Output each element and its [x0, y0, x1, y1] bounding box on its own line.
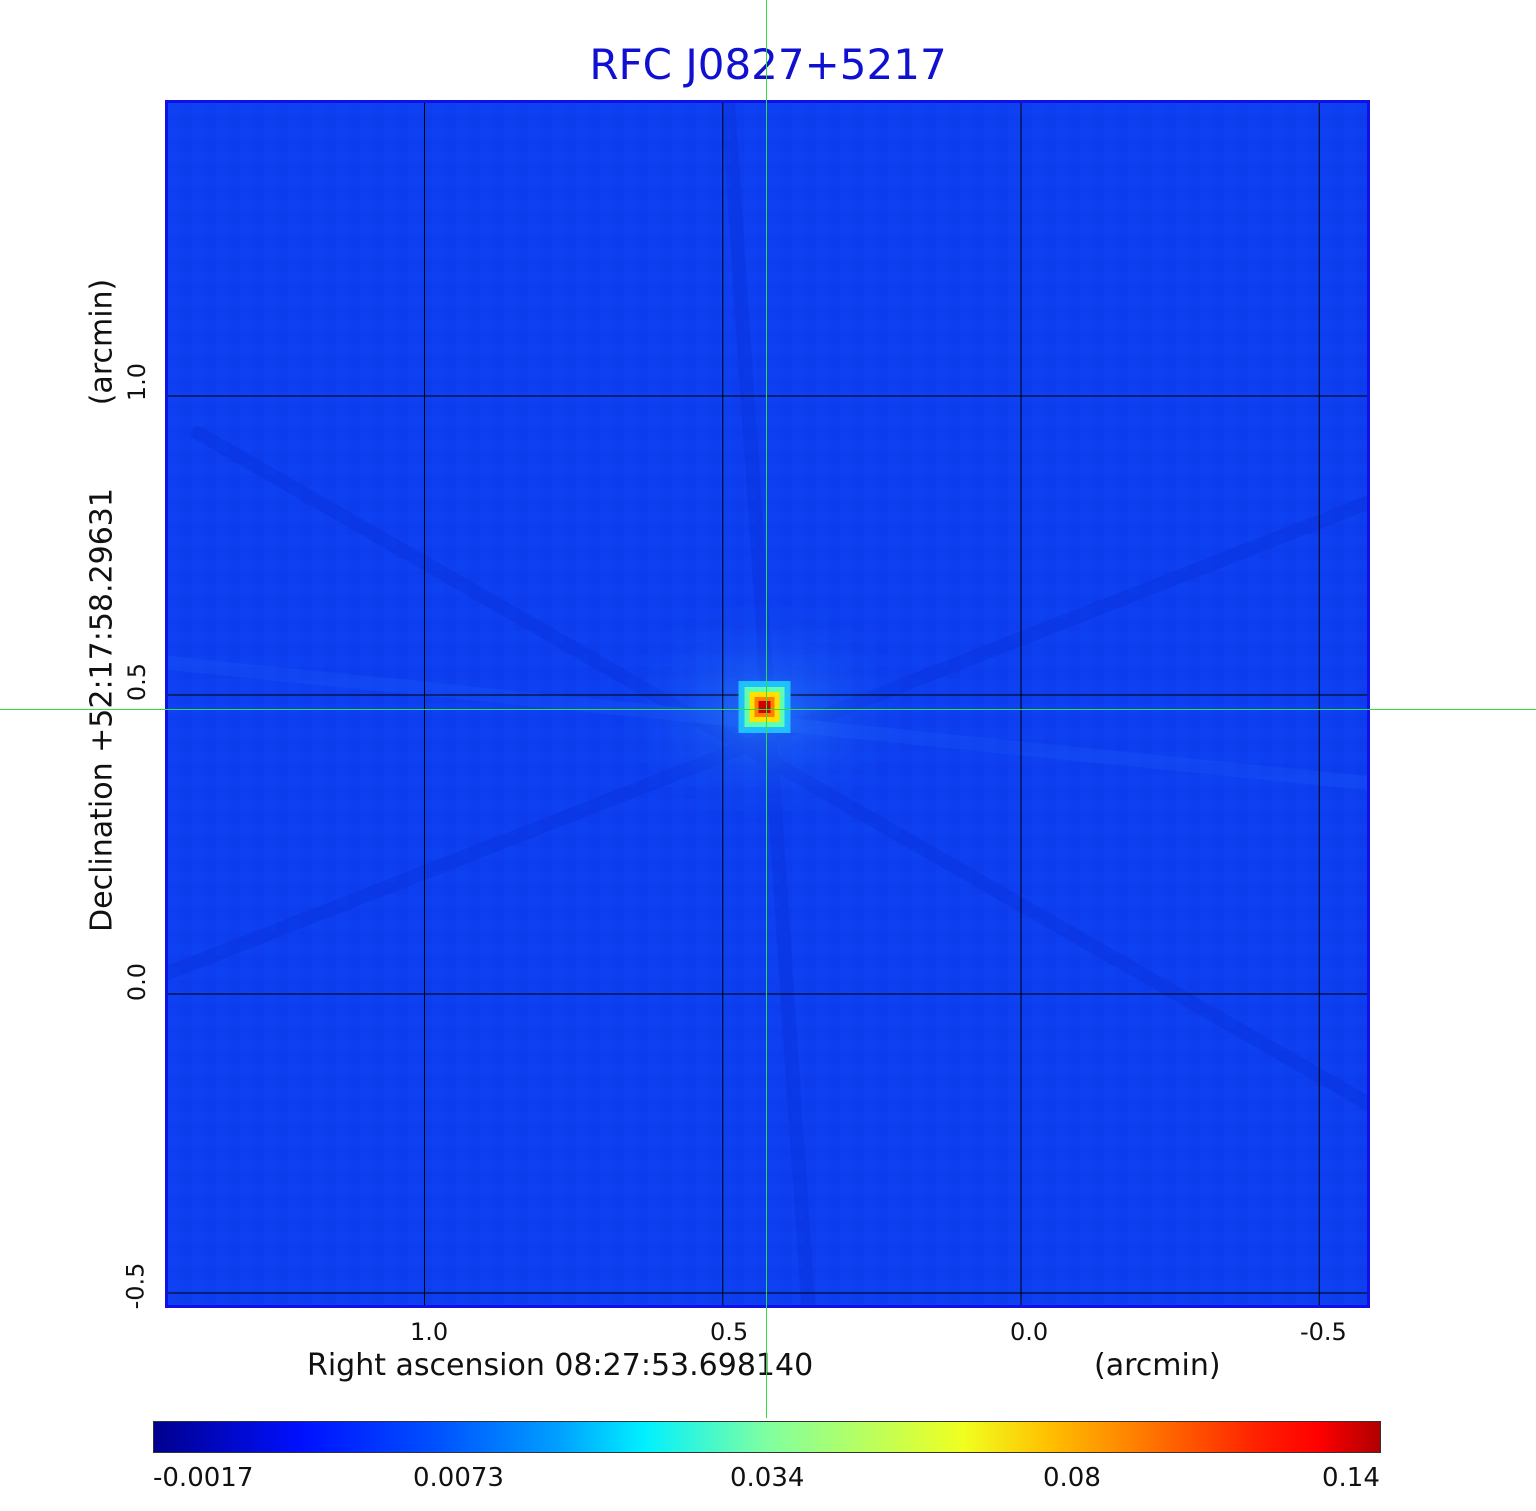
- colorbar-label: 0.034: [730, 1463, 805, 1493]
- colorbar-label: 0.0073: [413, 1463, 504, 1493]
- x-axis-unit: (arcmin): [1094, 1348, 1221, 1383]
- coordinate-grid: [168, 103, 1367, 1305]
- crosshair-horizontal[interactable]: [0, 709, 1536, 710]
- colorbar: [153, 1421, 1381, 1453]
- sky-image-panel[interactable]: [165, 100, 1370, 1308]
- y-tick-label: -0.5: [121, 1262, 150, 1310]
- plot-title: RFC J0827+5217: [589, 40, 947, 89]
- colorbar-label: 0.08: [1043, 1463, 1101, 1493]
- y-tick-label: 0.0: [123, 962, 152, 1002]
- y-tick-label: 1.0: [123, 362, 152, 402]
- colorbar-label: -0.0017: [153, 1463, 254, 1493]
- x-tick-label: 0.0: [1010, 1318, 1049, 1346]
- x-tick-label: 0.5: [710, 1318, 749, 1346]
- colorbar-label: 0.14: [1322, 1463, 1380, 1493]
- y-tick-label: 0.5: [123, 662, 152, 702]
- x-tick-label: -0.5: [1300, 1318, 1347, 1346]
- y-axis-unit: (arcmin): [84, 278, 120, 406]
- source-peak: [738, 680, 791, 733]
- x-axis-label: Right ascension 08:27:53.698140: [307, 1348, 814, 1383]
- x-tick-label: 1.0: [410, 1318, 449, 1346]
- y-axis-label: Declination +52:17:58.29631: [84, 488, 120, 932]
- source-pixel-block: [758, 700, 771, 713]
- sky-image: [168, 103, 1367, 1305]
